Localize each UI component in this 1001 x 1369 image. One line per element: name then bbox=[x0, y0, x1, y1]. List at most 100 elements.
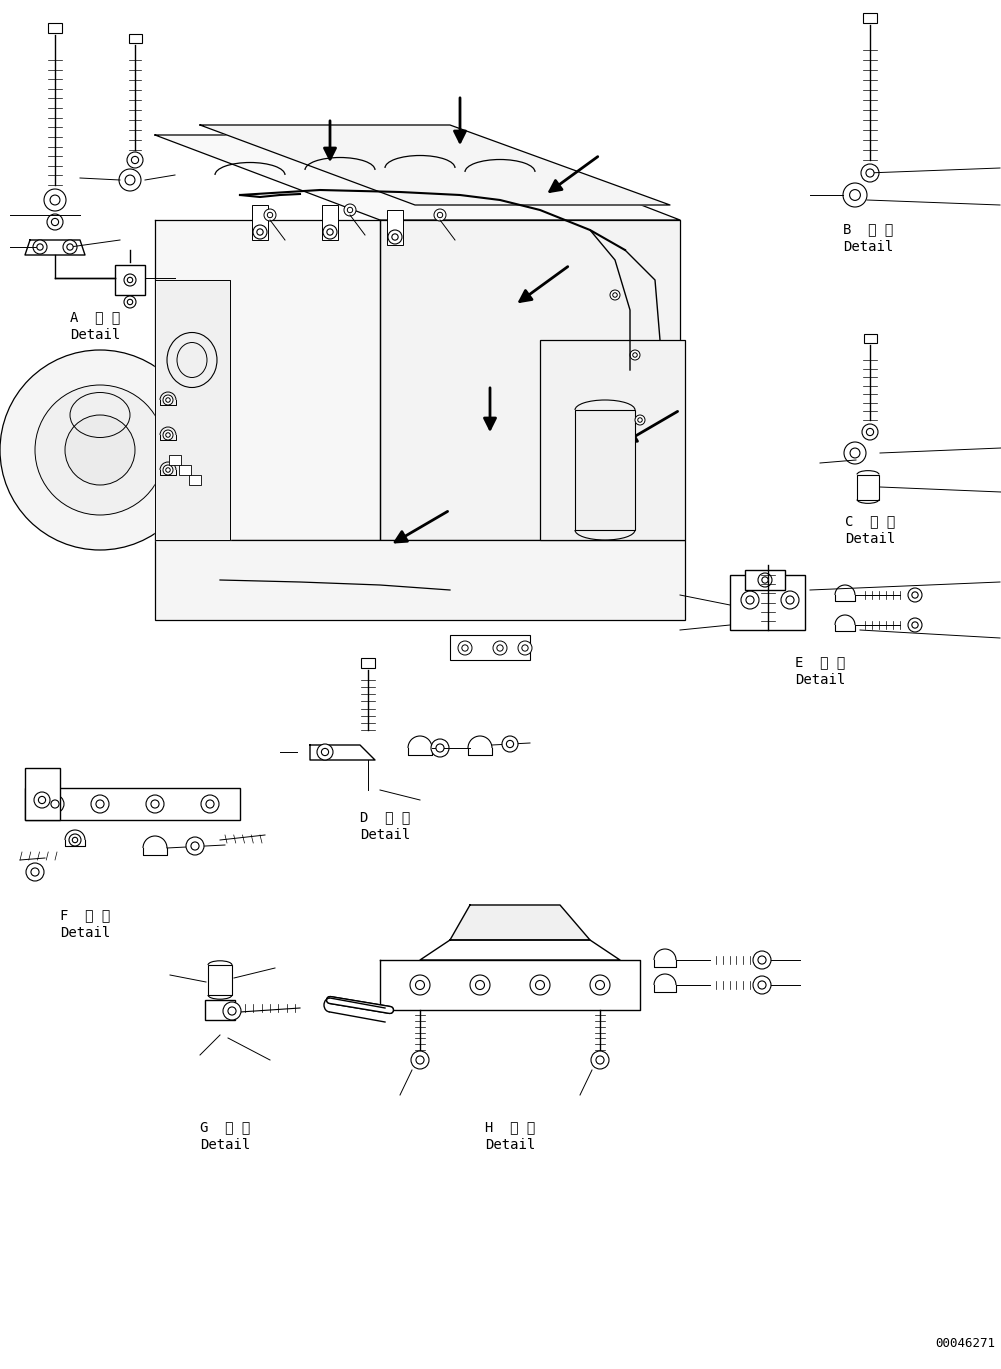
Bar bbox=[179, 465, 191, 475]
Text: Detail: Detail bbox=[60, 925, 110, 941]
Circle shape bbox=[67, 244, 73, 251]
Circle shape bbox=[507, 741, 514, 747]
Circle shape bbox=[31, 868, 39, 876]
Circle shape bbox=[163, 396, 173, 405]
Circle shape bbox=[124, 274, 136, 286]
Circle shape bbox=[862, 424, 878, 439]
Circle shape bbox=[267, 212, 272, 218]
Circle shape bbox=[206, 799, 214, 808]
Bar bbox=[189, 475, 201, 485]
Circle shape bbox=[127, 152, 143, 168]
Circle shape bbox=[596, 980, 605, 990]
Circle shape bbox=[411, 1051, 429, 1069]
Circle shape bbox=[496, 645, 504, 652]
Circle shape bbox=[146, 795, 164, 813]
Circle shape bbox=[596, 1055, 604, 1064]
Text: Detail: Detail bbox=[845, 533, 895, 546]
Bar bbox=[25, 768, 60, 820]
Bar bbox=[115, 266, 145, 294]
Bar bbox=[169, 455, 181, 465]
Bar bbox=[205, 999, 235, 1020]
Circle shape bbox=[253, 225, 267, 240]
Circle shape bbox=[753, 976, 771, 994]
Circle shape bbox=[124, 296, 136, 308]
Text: Detail: Detail bbox=[360, 828, 410, 842]
Circle shape bbox=[46, 795, 64, 813]
Polygon shape bbox=[310, 745, 375, 760]
Bar bbox=[208, 965, 232, 995]
Circle shape bbox=[591, 1051, 609, 1069]
Circle shape bbox=[762, 576, 768, 583]
Circle shape bbox=[323, 225, 337, 240]
Circle shape bbox=[51, 799, 59, 808]
Circle shape bbox=[850, 189, 861, 200]
Circle shape bbox=[866, 168, 874, 177]
Text: C  詳 細: C 詳 細 bbox=[845, 513, 895, 528]
Circle shape bbox=[51, 219, 59, 226]
Text: F  詳 細: F 詳 細 bbox=[60, 908, 110, 921]
Circle shape bbox=[228, 1008, 236, 1014]
Bar bbox=[863, 12, 877, 23]
Circle shape bbox=[867, 428, 874, 435]
Circle shape bbox=[850, 448, 860, 459]
Bar bbox=[450, 635, 530, 660]
Circle shape bbox=[522, 645, 529, 652]
Circle shape bbox=[131, 156, 138, 164]
Circle shape bbox=[410, 975, 430, 995]
Circle shape bbox=[127, 300, 133, 305]
Circle shape bbox=[223, 1002, 241, 1020]
Circle shape bbox=[347, 207, 352, 212]
Circle shape bbox=[0, 350, 200, 550]
Circle shape bbox=[33, 240, 47, 255]
Circle shape bbox=[590, 975, 610, 995]
Circle shape bbox=[44, 189, 66, 211]
Bar bbox=[864, 334, 877, 342]
Circle shape bbox=[461, 645, 468, 652]
Polygon shape bbox=[200, 125, 670, 205]
Circle shape bbox=[38, 797, 46, 804]
Circle shape bbox=[34, 793, 50, 808]
Circle shape bbox=[908, 617, 922, 632]
Circle shape bbox=[758, 574, 772, 587]
Circle shape bbox=[186, 836, 204, 856]
Circle shape bbox=[638, 418, 643, 422]
Circle shape bbox=[327, 229, 333, 235]
Circle shape bbox=[26, 862, 44, 882]
Circle shape bbox=[415, 980, 424, 990]
Bar bbox=[540, 340, 685, 539]
Circle shape bbox=[65, 415, 135, 485]
Circle shape bbox=[166, 468, 170, 472]
Circle shape bbox=[908, 589, 922, 602]
Circle shape bbox=[388, 230, 402, 244]
Polygon shape bbox=[380, 960, 640, 1010]
Circle shape bbox=[431, 739, 449, 757]
Circle shape bbox=[163, 465, 173, 475]
Circle shape bbox=[166, 398, 170, 402]
Bar bbox=[252, 205, 268, 240]
Circle shape bbox=[63, 240, 77, 255]
Polygon shape bbox=[420, 941, 620, 960]
Circle shape bbox=[493, 641, 507, 654]
Bar bbox=[48, 23, 62, 33]
Circle shape bbox=[35, 385, 165, 515]
Circle shape bbox=[119, 168, 141, 192]
Circle shape bbox=[781, 591, 799, 609]
Bar bbox=[575, 409, 635, 530]
Circle shape bbox=[437, 212, 442, 218]
Text: E  詳 細: E 詳 細 bbox=[795, 654, 845, 669]
Circle shape bbox=[470, 975, 490, 995]
Circle shape bbox=[201, 795, 219, 813]
Text: Detail: Detail bbox=[795, 674, 845, 687]
Bar bbox=[155, 539, 685, 620]
Circle shape bbox=[610, 290, 620, 300]
Polygon shape bbox=[155, 281, 230, 539]
Circle shape bbox=[635, 415, 645, 424]
Circle shape bbox=[72, 838, 78, 843]
Circle shape bbox=[843, 183, 867, 207]
Circle shape bbox=[753, 951, 771, 969]
Circle shape bbox=[151, 799, 159, 808]
Circle shape bbox=[37, 244, 43, 251]
Circle shape bbox=[69, 834, 81, 846]
Text: G  詳 細: G 詳 細 bbox=[200, 1120, 250, 1134]
Bar bbox=[857, 475, 879, 500]
